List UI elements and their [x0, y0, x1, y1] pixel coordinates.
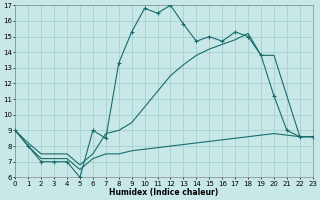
X-axis label: Humidex (Indice chaleur): Humidex (Indice chaleur) — [109, 188, 219, 197]
